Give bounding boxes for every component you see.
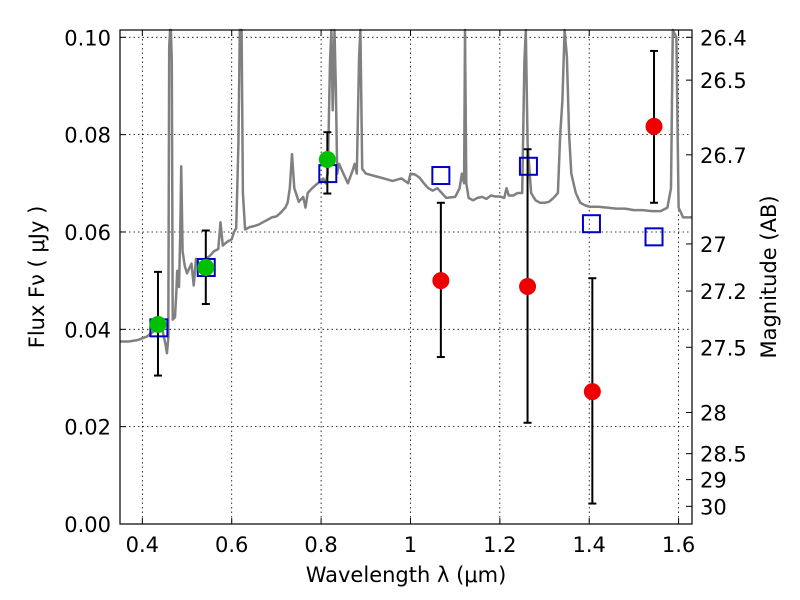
x-tick-label: 0.8 [304, 533, 337, 557]
x-tick-label: 1.2 [483, 533, 516, 557]
axis-ticks [120, 30, 692, 525]
y-tick-label: 0.02 [64, 416, 111, 440]
y-tick-label: 0.00 [64, 513, 111, 537]
model-box [644, 227, 664, 247]
x-tick-label: 1.4 [573, 533, 606, 557]
y2-tick-label: 26.5 [700, 69, 747, 93]
x-tick-label: 1.6 [662, 533, 695, 557]
x-tick-label: 0.6 [215, 533, 248, 557]
y2-tick-label: 28.5 [700, 443, 747, 467]
y2-axis-label: Magnitude (AB) [757, 195, 781, 358]
model-photometry-boxes [149, 156, 664, 338]
nir-point [519, 277, 537, 295]
spectrum-line [120, 28, 692, 355]
detection-point [197, 259, 215, 277]
model-box [581, 214, 601, 234]
y2-tick-label: 27 [700, 233, 727, 257]
nir-point [645, 117, 663, 135]
nir-point [432, 272, 450, 290]
y2-tick-label: 29 [700, 469, 727, 493]
detection-point [318, 150, 336, 168]
y-tick-label: 0.10 [64, 26, 111, 50]
detection-point [149, 315, 167, 333]
y2-tick-label: 28 [700, 402, 727, 426]
error-bars [153, 49, 659, 505]
tick-labels: 0.4 0.6 0.8 1 1.2 1.4 1.6 0.00 0.02 0.04 0.06 0.08 0… [64, 26, 747, 557]
y2-tick-label: 27.5 [700, 336, 747, 360]
model-box [431, 166, 451, 186]
y-tick-label: 0.04 [64, 318, 111, 342]
nir-point [583, 383, 601, 401]
x-tick-label: 1 [404, 533, 417, 557]
y2-tick-label: 30 [700, 495, 727, 519]
plot-frame [119, 29, 693, 525]
x-axis-label: Wavelength λ (μm) [306, 563, 507, 587]
y2-tick-label: 27.2 [700, 280, 747, 304]
model-spectrum [120, 28, 692, 355]
y-tick-label: 0.06 [64, 221, 111, 245]
y2-tick-label: 26.7 [700, 144, 747, 168]
y-tick-label: 0.08 [64, 124, 111, 148]
photometry-points [149, 117, 663, 401]
y2-tick-label: 26.4 [700, 26, 747, 50]
y-axis-label: Flux Fν ( μJy ) [25, 206, 49, 349]
x-tick-label: 0.4 [126, 533, 159, 557]
